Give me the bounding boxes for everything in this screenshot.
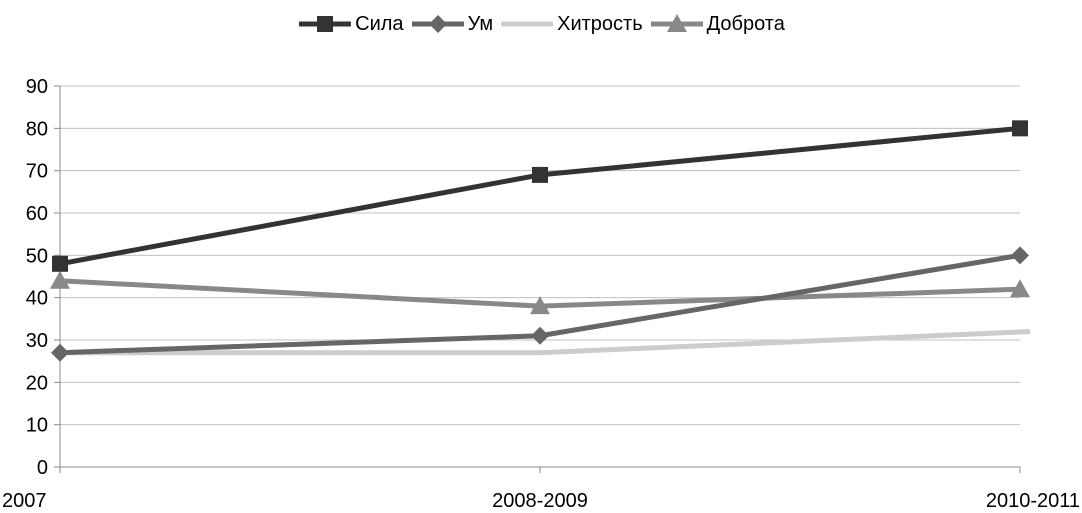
series-line-3 bbox=[60, 329, 1031, 356]
y-tick-label: 50 bbox=[26, 245, 48, 267]
point-marker bbox=[531, 326, 549, 345]
y-tick-label: 70 bbox=[26, 161, 48, 183]
legend-item: Доброта bbox=[649, 12, 785, 36]
legend-label: Доброта bbox=[706, 12, 785, 35]
series-line-1 bbox=[59, 125, 1021, 267]
point-marker bbox=[51, 343, 69, 362]
y-tick-label: 60 bbox=[26, 203, 48, 225]
legend-label: Ум bbox=[467, 12, 494, 35]
legend-swatch bbox=[501, 21, 554, 27]
legend-item: Хитрость bbox=[499, 12, 643, 36]
y-tick-label: 0 bbox=[37, 457, 48, 479]
legend-item: Ум bbox=[410, 12, 494, 36]
legend-swatch bbox=[299, 16, 352, 32]
point-marker bbox=[530, 296, 550, 315]
legend-swatch bbox=[650, 14, 703, 32]
point-marker bbox=[1012, 120, 1028, 137]
legend-label: Сила bbox=[355, 12, 404, 35]
y-tick-label: 30 bbox=[26, 330, 48, 352]
y-tick-label: 40 bbox=[26, 288, 48, 310]
x-tick-label: 2010-2011 bbox=[986, 490, 1080, 512]
point-marker bbox=[50, 270, 70, 289]
point-marker bbox=[532, 166, 548, 183]
y-tick-label: 80 bbox=[26, 118, 48, 140]
point-marker bbox=[1011, 246, 1029, 265]
y-tick-label: 90 bbox=[26, 76, 48, 98]
x-tick-label: 2008-2009 bbox=[492, 490, 588, 512]
point-marker bbox=[52, 255, 68, 272]
chart-legend: Сила Ум Хитрость Доброта bbox=[0, 8, 1082, 40]
y-tick-label: 20 bbox=[26, 372, 48, 394]
legend-label: Хитрость bbox=[557, 12, 643, 35]
point-marker bbox=[1010, 279, 1030, 298]
legend-swatch bbox=[411, 15, 464, 33]
x-tick-label: 2007 bbox=[2, 490, 47, 512]
legend-item: Сила bbox=[297, 12, 404, 36]
y-tick-label: 10 bbox=[26, 415, 48, 437]
